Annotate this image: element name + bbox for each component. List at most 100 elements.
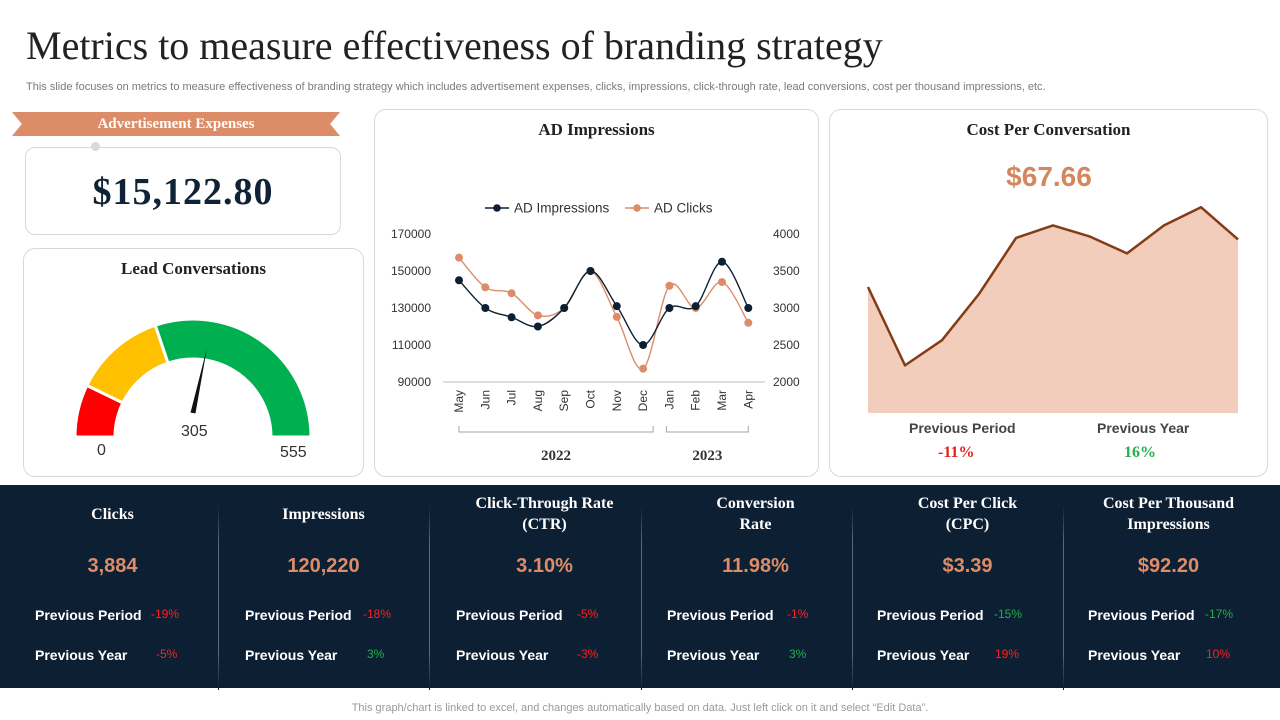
kpi-title: Conversion Rate [716,495,795,533]
gauge-max-label: 555 [280,444,307,461]
kpi-previous-year-label: Previous Year [245,647,338,663]
kpi-impressions: Impressions 120,220 Previous Period -18%… [218,485,429,688]
x-tick-label: Nov [610,390,624,411]
kpi-previous-year-change: 3% [367,647,385,661]
kpi-previous-period-change: -15% [994,607,1023,621]
kpi-value: 120,220 [287,555,360,577]
x-tick-label: Jun [478,390,492,409]
kpi-previous-period-label: Previous Period [667,607,774,623]
kpi-cost-per-thousand-impressions: Cost Per Thousand Impressions $92.20 Pre… [1063,485,1274,688]
kpi-band [0,485,1280,688]
y-right-tick-label: 3000 [773,301,800,315]
data-point-impressions [507,313,516,322]
kpi-previous-year-label: Previous Year [667,647,760,663]
area-fill [868,207,1238,413]
kpi-previous-period-change: -18% [363,607,392,621]
kpi-value: 3,884 [87,555,138,577]
kpi-previous-year-label: Previous Year [1088,647,1181,663]
footer-note: This graph/chart is linked to excel, and… [351,702,929,714]
kpi-previous-period-change: -17% [1205,607,1234,621]
kpi-clicks: Clicks 3,884 Previous Period -19% Previo… [7,485,218,688]
cost-prev-period-change: -11% [938,444,975,461]
gauge-min-label: 0 [97,442,106,459]
ad-impressions-card: AD Impressions 90000 110000 130000 150000 17… [374,109,819,477]
kpi-previous-year-label: Previous Year [35,647,128,663]
kpi-divider [429,505,430,690]
data-point-impressions [612,302,621,311]
data-point-impressions [455,276,463,285]
data-point-clicks [639,364,648,373]
x-tick-label: Oct [584,389,598,408]
year-group-bracket [665,426,749,433]
advertisement-expenses-ribbon: Advertisement Expenses [12,112,340,136]
kpi-divider [1063,505,1064,690]
kpi-previous-period-change: -1% [787,607,809,621]
data-point-clicks [481,283,490,292]
data-point-clicks [718,278,726,287]
kpi-previous-year-change: 10% [1206,647,1231,661]
kpi-title: Cost Per Thousand Impressions [1103,495,1234,533]
legend-marker [633,204,641,212]
gauge-band-yellow [84,323,170,405]
y-right-tick-label: 2500 [773,338,800,352]
cost-per-conversation-value: $67.66 [1006,161,1092,192]
kpi-previous-period-change: -19% [151,607,180,621]
data-point-impressions [560,304,569,312]
kpi-previous-period-change: -5% [577,607,599,621]
kpi-previous-year-change: -5% [156,647,178,661]
data-point-impressions [481,304,490,312]
gauge-band-green [153,317,313,439]
cost-per-conversation-card: Cost Per Conversation [829,109,1268,477]
x-tick-label: Jul [505,390,519,405]
kpi-title: Click-Through Rate (CTR) [475,495,614,533]
data-point-clicks [533,311,542,320]
year-group-label: 2022 [541,448,571,464]
data-point-impressions [533,322,542,331]
data-point-clicks [455,253,463,262]
y-left-tick-label: 170000 [391,227,431,241]
area-line [866,205,1239,367]
kpi-value: 3.10% [516,555,573,577]
data-point-impressions [639,341,648,349]
lead-conversations-card: Lead Conversations 0 305 555 [23,248,364,477]
kpi-previous-year-label: Previous Year [456,647,549,663]
kpi-title: Clicks [91,505,134,523]
legend-label: AD Impressions [514,201,610,216]
data-point-clicks [612,312,621,321]
kpi-previous-period-label: Previous Period [877,607,984,623]
kpi-previous-year-change: -3% [577,647,599,661]
kpi-value: $3.39 [942,555,993,577]
kpi-title: Cost Per Click (CPC) [917,495,1018,533]
kpi-click-through-rate: Click-Through Rate (CTR) 3.10% Previous … [439,485,650,688]
x-tick-label: May [452,390,466,413]
kpi-divider [641,505,642,690]
x-tick-label: Jan [662,390,676,409]
data-point-impressions [586,267,595,275]
kpi-divider [852,505,853,690]
kpi-value: $92.20 [1137,555,1200,577]
page-title: Metrics to measure effectiveness of bran… [26,23,883,68]
ad-impressions-chart: 90000 110000 130000 150000 170000 2000 2500 300… [391,201,800,465]
data-point-clicks [507,289,516,298]
kpi-previous-year-label: Previous Year [877,647,970,663]
y-left-tick-label: 130000 [391,301,431,315]
x-tick-label: Apr [741,390,755,409]
x-tick-label: Aug [531,390,545,411]
lead-conversations-title: Lead Conversations [121,259,266,278]
y-right-tick-label: 3500 [773,264,800,278]
ad-impressions-title: AD Impressions [538,120,655,139]
kpi-value: 11.98% [722,555,789,577]
cost-per-conversation-title: Cost Per Conversation [966,120,1131,139]
kpi-conversion-rate: Conversion Rate 11.98% Previous Period -… [650,485,861,688]
cost-per-conversation-chart [866,205,1239,413]
cost-prev-year-label: Previous Year [1097,420,1190,436]
y-right-tick-label: 4000 [773,227,800,241]
data-point-impressions [665,304,674,312]
data-point-clicks [744,318,753,327]
data-point-impressions [718,257,726,266]
series-line-impressions [458,261,749,346]
cost-prev-year-change: 16% [1124,444,1156,461]
page-subtitle: This slide focuses on metrics to measure… [26,81,1046,93]
legend-marker [493,204,501,212]
kpi-previous-period-label: Previous Period [245,607,352,623]
